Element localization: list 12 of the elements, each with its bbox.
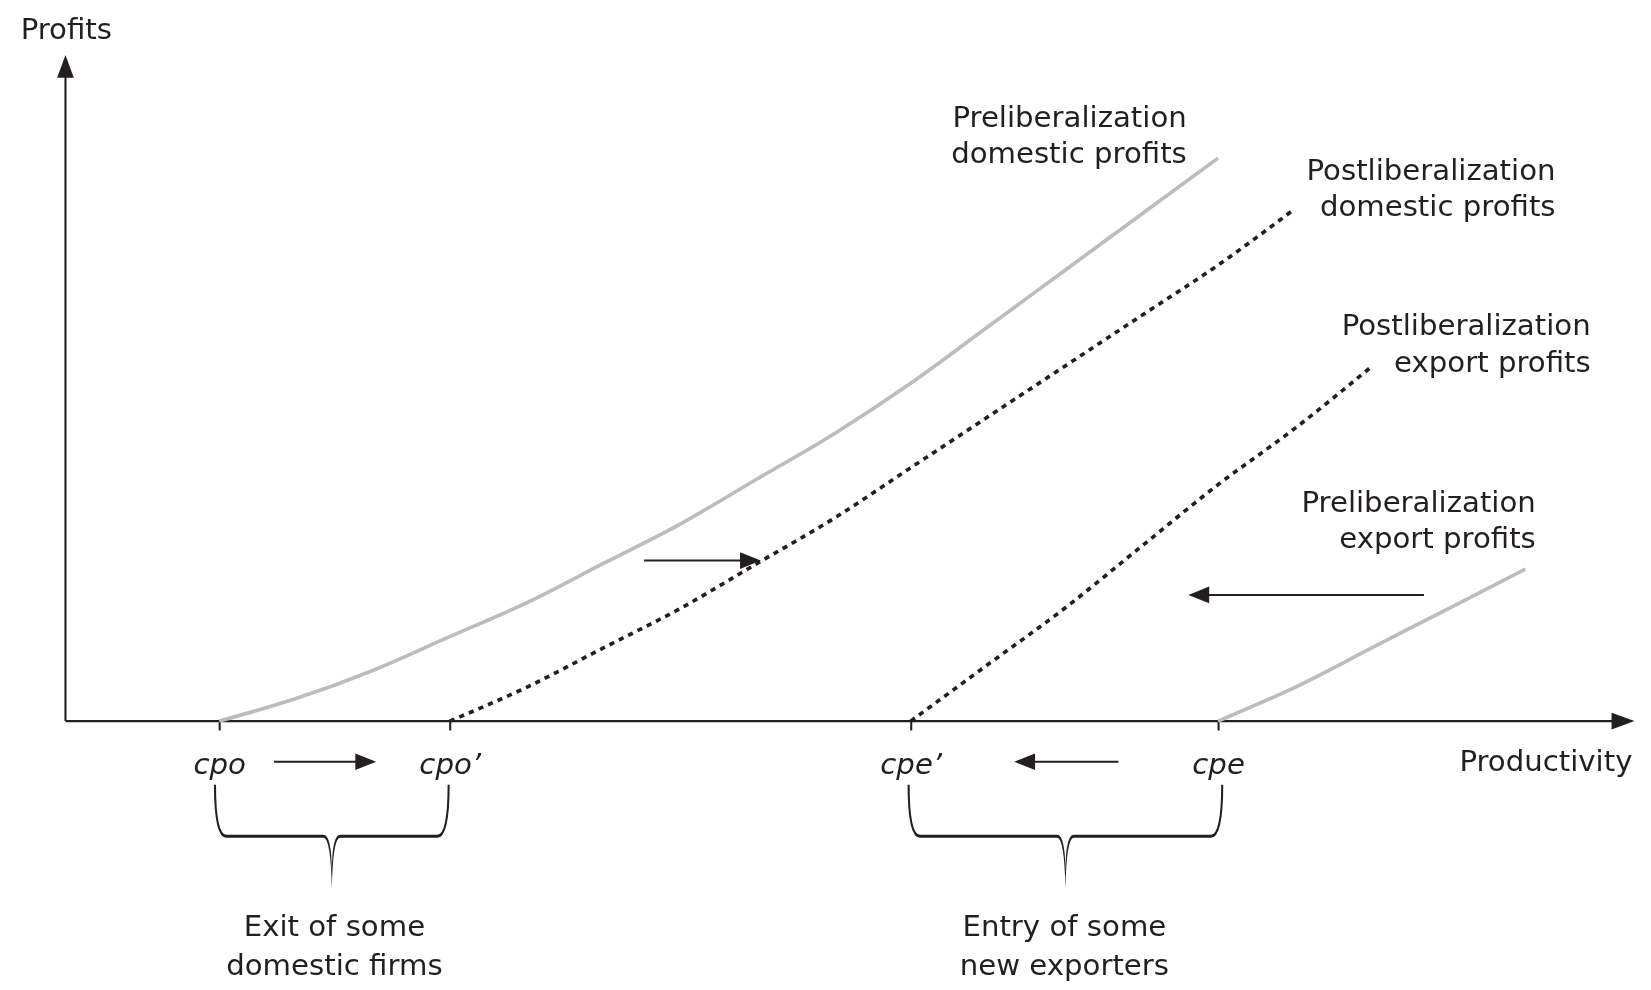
series-label: Preliberalization export profits xyxy=(1301,484,1536,556)
y-axis-title: Profits xyxy=(20,12,112,47)
x-tick-label: cpe’ xyxy=(880,747,943,782)
text: Exit of some domestic firms xyxy=(226,908,443,983)
x-tick-label: cpo’ xyxy=(419,747,482,782)
series-label: Postliberalization domestic profits xyxy=(1306,152,1556,224)
x-tick-label: cpe xyxy=(1192,747,1245,782)
x-axis-title: Productivity xyxy=(1459,744,1633,779)
x-tick-label: cpo xyxy=(193,747,246,782)
series-label: Preliberalization domestic profits xyxy=(951,99,1187,171)
series-label: Postliberalization export profits xyxy=(1341,308,1591,379)
text: Entry of some new exporters xyxy=(959,908,1170,983)
